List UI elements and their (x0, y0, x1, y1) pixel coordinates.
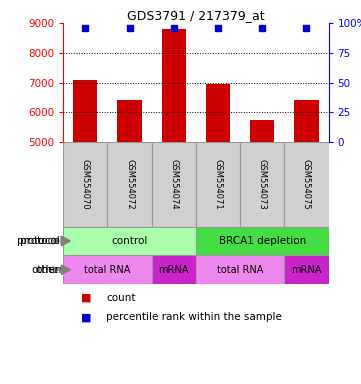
Text: ■: ■ (81, 293, 92, 303)
Text: protocol: protocol (17, 236, 60, 246)
Text: control: control (111, 236, 148, 246)
Bar (250, 120, 274, 142)
Bar (294, 100, 318, 142)
Bar (162, 29, 186, 142)
Text: mRNA: mRNA (291, 265, 322, 275)
Bar (152, 142, 196, 227)
Bar (196, 255, 284, 284)
Text: GSM554071: GSM554071 (213, 159, 222, 210)
Text: percentile rank within the sample: percentile rank within the sample (106, 312, 282, 322)
Bar (73, 79, 97, 142)
Text: ■: ■ (81, 312, 92, 322)
Text: protocol: protocol (21, 236, 63, 246)
Bar (63, 227, 196, 255)
Bar (152, 255, 196, 284)
Text: mRNA: mRNA (158, 265, 189, 275)
Bar (196, 142, 240, 227)
Text: GSM554074: GSM554074 (169, 159, 178, 210)
Text: total RNA: total RNA (217, 265, 263, 275)
Bar (196, 227, 329, 255)
Bar (284, 255, 329, 284)
Bar (63, 255, 152, 284)
Bar (108, 142, 152, 227)
Bar (284, 142, 329, 227)
Text: GSM554073: GSM554073 (258, 159, 267, 210)
Bar (117, 100, 142, 142)
Bar (206, 84, 230, 142)
Text: other: other (32, 265, 60, 275)
Text: BRCA1 depletion: BRCA1 depletion (218, 236, 306, 246)
Text: GSM554070: GSM554070 (81, 159, 90, 210)
Text: count: count (106, 293, 136, 303)
Text: other: other (35, 265, 63, 275)
Text: GSM554072: GSM554072 (125, 159, 134, 210)
Text: GSM554075: GSM554075 (302, 159, 311, 210)
Bar (63, 142, 108, 227)
Text: total RNA: total RNA (84, 265, 131, 275)
Title: GDS3791 / 217379_at: GDS3791 / 217379_at (127, 9, 265, 22)
Bar (240, 142, 284, 227)
